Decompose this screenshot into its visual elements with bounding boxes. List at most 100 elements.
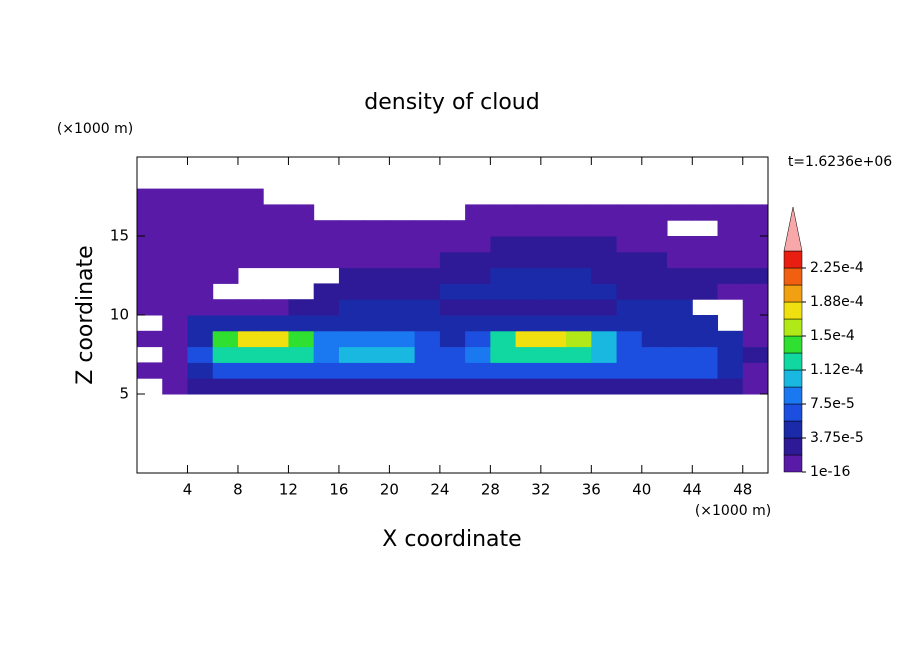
cell <box>591 267 618 284</box>
cell <box>742 236 769 253</box>
cell <box>439 283 466 300</box>
cell <box>566 204 592 221</box>
cell <box>515 299 542 316</box>
cell <box>515 330 542 348</box>
cell <box>742 283 769 300</box>
x-unit: (×1000 m) <box>695 503 771 519</box>
cell <box>616 346 643 363</box>
cell <box>515 315 542 332</box>
cell <box>414 299 441 316</box>
cell <box>414 267 441 284</box>
cell <box>313 346 340 363</box>
cell <box>338 283 365 300</box>
cell <box>389 220 416 237</box>
cell <box>667 330 693 348</box>
cell <box>667 236 693 253</box>
cell <box>364 378 390 395</box>
colorbar-label: 1.88e-4 <box>810 294 864 310</box>
cell <box>616 330 643 348</box>
cell <box>616 283 643 300</box>
cell <box>566 220 592 237</box>
cell <box>439 378 466 395</box>
cell <box>237 236 264 253</box>
cell <box>313 236 340 253</box>
cell <box>137 330 163 348</box>
cell <box>187 236 214 253</box>
cell <box>313 362 340 379</box>
cell <box>692 267 719 284</box>
cell <box>137 188 163 205</box>
y-tick-label: 15 <box>110 227 129 245</box>
cell <box>439 251 466 269</box>
cell <box>263 220 289 237</box>
cell <box>187 299 214 316</box>
cell <box>540 283 567 300</box>
cell <box>263 362 289 379</box>
cell <box>490 204 517 221</box>
cell <box>566 346 592 363</box>
cell <box>591 204 618 221</box>
cell <box>187 267 214 284</box>
cell <box>591 220 618 237</box>
cell <box>641 204 668 221</box>
cell <box>364 330 390 348</box>
x-tick-label: 48 <box>733 481 752 499</box>
cell <box>465 330 491 348</box>
cell <box>742 378 769 395</box>
cell <box>137 362 163 379</box>
colorbar-band <box>783 267 803 286</box>
cell <box>263 330 289 348</box>
cell <box>137 267 163 284</box>
cell <box>364 220 390 237</box>
cell <box>591 346 618 363</box>
cell <box>465 346 491 363</box>
cell <box>364 251 390 269</box>
cell <box>414 283 441 300</box>
cell <box>616 378 643 395</box>
cell <box>566 315 592 332</box>
cell <box>490 267 517 284</box>
cell <box>137 236 163 253</box>
cell <box>212 251 239 269</box>
cell <box>566 330 592 348</box>
cell <box>414 362 441 379</box>
cell <box>742 330 769 348</box>
cell <box>490 299 517 316</box>
colorbar-band <box>783 301 803 320</box>
cell <box>212 220 239 237</box>
colorbar-over <box>783 206 803 252</box>
cell <box>212 188 239 205</box>
cell <box>616 267 643 284</box>
cell <box>414 315 441 332</box>
cell <box>641 330 668 348</box>
cell <box>313 330 340 348</box>
cell <box>338 346 365 363</box>
cell <box>490 236 517 253</box>
colorbar-band <box>783 454 803 473</box>
cell <box>439 362 466 379</box>
cell <box>414 220 441 237</box>
cell <box>616 251 643 269</box>
cell <box>389 236 416 253</box>
colorbar-label: 7.5e-5 <box>810 396 855 412</box>
cell <box>162 299 188 316</box>
cell <box>641 283 668 300</box>
cell <box>465 362 491 379</box>
cell <box>692 330 719 348</box>
cell <box>692 346 719 363</box>
cell <box>591 299 618 316</box>
colorbar-band <box>783 403 803 422</box>
cell <box>641 236 668 253</box>
cell <box>717 283 744 300</box>
cell <box>515 346 542 363</box>
cell <box>212 362 239 379</box>
cell <box>137 299 163 316</box>
cell <box>162 283 188 300</box>
cell <box>515 220 542 237</box>
cell <box>263 251 289 269</box>
cell <box>187 362 214 379</box>
cell <box>742 220 769 237</box>
cell <box>162 378 188 395</box>
cell <box>212 236 239 253</box>
cell <box>389 315 416 332</box>
